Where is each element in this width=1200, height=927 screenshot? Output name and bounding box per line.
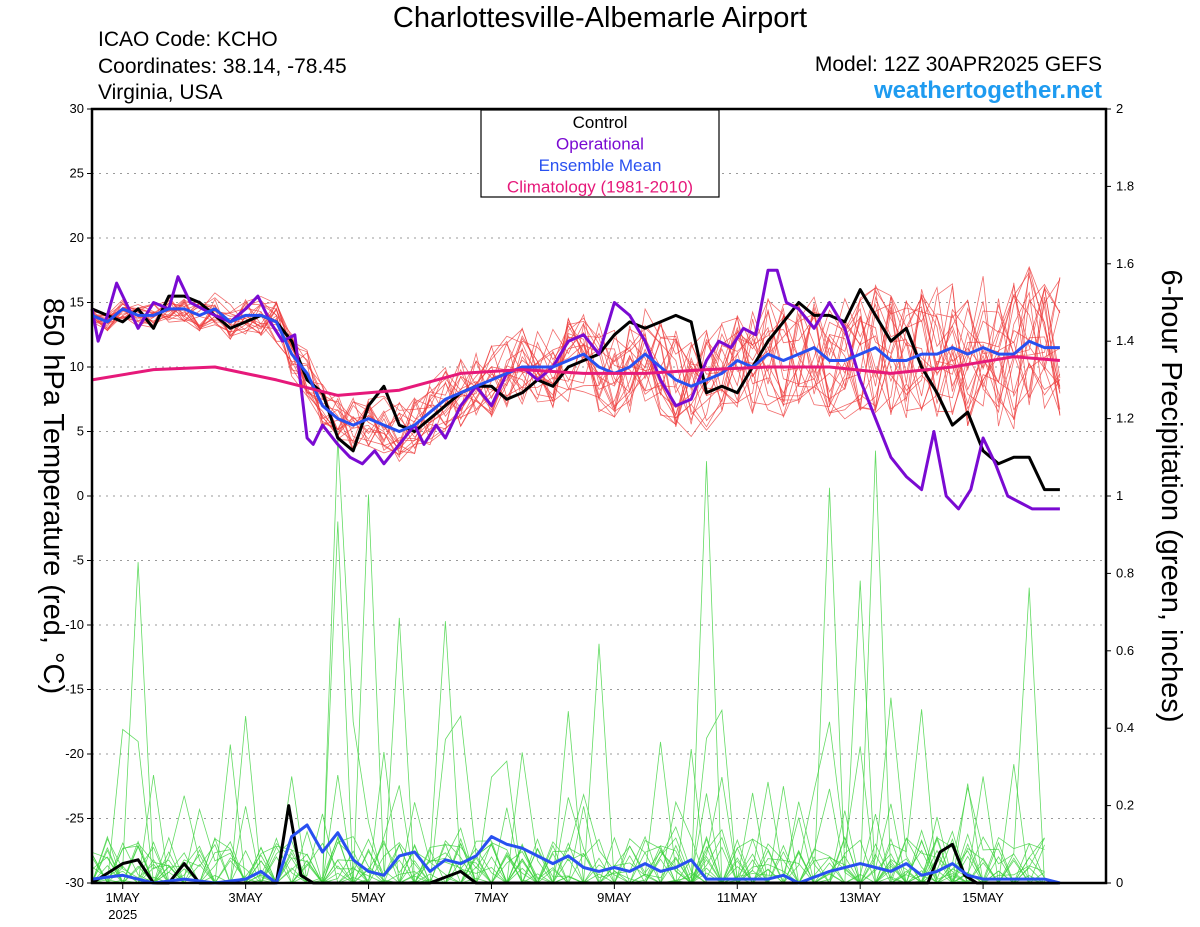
y2-tick-label: 0 [1116,875,1123,890]
y-tick-label: -5 [72,553,84,568]
x-tick-label: 7MAY [474,890,509,905]
y-tick-label: 15 [70,295,84,310]
y-tick-label: 20 [70,230,84,245]
y-tick-label: -30 [65,875,84,890]
precip-lines [91,437,1045,885]
y-tick-label: 5 [77,424,84,439]
x-tick-label: 3MAY [228,890,263,905]
precip-member-line [91,617,1045,885]
y2-tick-label: 1 [1116,488,1123,503]
y-tick-label: 10 [70,359,84,374]
member-line [91,267,1061,451]
member-line [91,286,1061,453]
x-tick-label: 9MAY [597,890,632,905]
precip-member-line [91,751,1045,884]
x-tick-label: 1MAY [106,890,141,905]
legend-entry: Ensemble Mean [539,156,662,175]
y-tick-label: 30 [70,101,84,116]
y2-axis-ticks: 2 1.8 1.6 1.4 1.2 1 0.8 0.6 0.4 0.2 0 [1106,101,1134,890]
x-tick-label: 11MAY [717,890,758,905]
region: Virginia, USA [98,81,223,104]
y2-tick-label: 0.6 [1116,643,1134,658]
y-tick-label: -20 [65,746,84,761]
member-line [91,282,1061,456]
ensemble-mean-temp-line [91,307,1060,433]
coordinates: Coordinates: 38.14, -78.45 [98,55,347,78]
y2-tick-label: 1.8 [1116,178,1134,193]
precip-member-line [91,521,1045,885]
y2-tick-label: 0.2 [1116,798,1134,813]
precip-member-line [91,437,1045,884]
member-line [91,286,1061,447]
main-series [90,268,1061,885]
model-run: Model: 12Z 30APR2025 GEFS [814,53,1102,76]
y2-tick-label: 1.6 [1116,256,1134,271]
y-tick-label: -25 [65,811,84,826]
precip-member-line [92,494,1045,884]
member-line [91,283,1061,441]
member-line [91,265,1061,454]
y2-tick-label: 1.2 [1116,411,1134,426]
x-tick-sublabel: 2025 [108,907,137,922]
y-tick-label: -15 [65,682,84,697]
y2-axis-title: 6-hour Precipitation (green, inches) [1155,270,1187,723]
member-line [91,294,1061,453]
y-tick-label: -10 [65,617,84,632]
legend-entry: Operational [556,135,644,154]
precip-member-line [91,709,1045,884]
legend-entry: Climatology (1981-2010) [507,178,693,197]
y-axis-ticks: 30 25 20 15 10 5 0 -5 -10 -15 -20 -25 -30 [65,101,92,890]
legend-entry: Control [573,113,628,132]
member-line [91,286,1061,438]
site-link[interactable]: weathertogether.net [873,77,1102,104]
x-tick-label: 15MAY [962,890,1004,905]
precip-member-line [91,461,1045,885]
y2-tick-label: 2 [1116,101,1123,116]
x-tick-label: 5MAY [351,890,386,905]
legend-box [480,109,720,198]
climatology-1981-2010-temp-line [91,355,1061,397]
y-tick-label: 25 [70,166,84,181]
ensemble-mean-precip-line [91,823,1061,885]
y2-tick-label: 1.4 [1116,333,1134,348]
y-axis-title: 850 hPa Temperature (red, °C) [37,298,69,694]
y2-tick-label: 0.4 [1116,720,1134,735]
y-tick-label: 0 [77,488,84,503]
x-tick-label: 13MAY [839,890,881,905]
x-axis-ticks: 1MAY 2025 3MAY 5MAY 7MAY 9MAY 11MAY 13MAY 15MAY [106,883,1004,922]
grid-lines [92,173,1106,819]
precip-member-line [91,487,1045,884]
legend: Control Operational Ensemble Mean Climatolo… [480,109,720,198]
chart-title: Charlottesville-Albemarle Airport [392,2,808,34]
precip-member-line [91,752,1045,885]
icao-code: ICAO Code: KCHO [98,28,278,51]
y2-tick-label: 0.8 [1116,565,1134,580]
